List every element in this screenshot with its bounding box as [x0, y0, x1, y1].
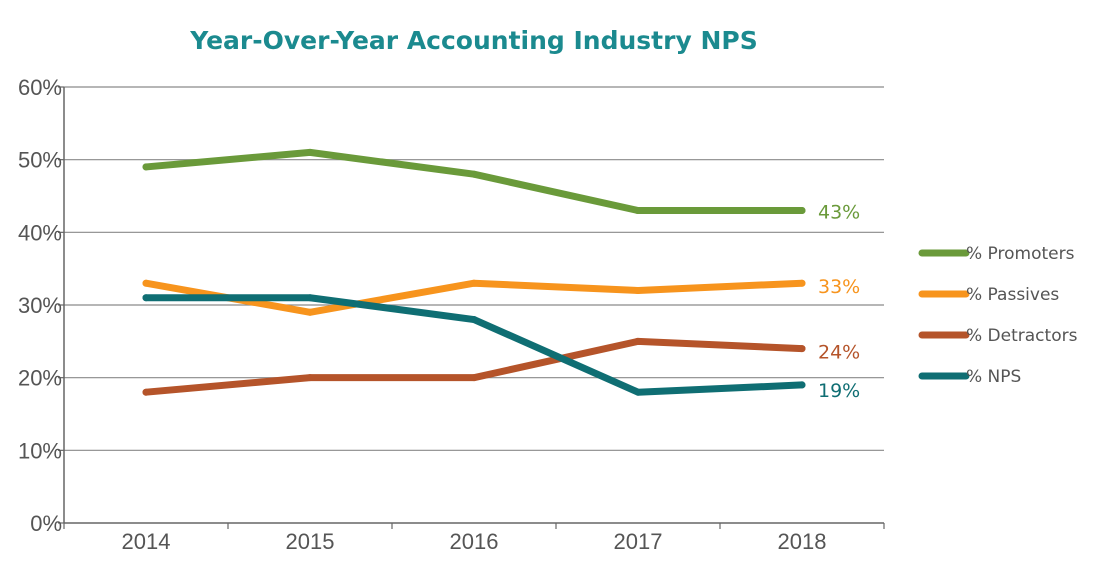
chart-title: Year-Over-Year Accounting Industry NPS	[190, 26, 758, 55]
legend-label: % Detractors	[966, 326, 1078, 346]
legend-label: % Promoters	[966, 244, 1075, 264]
grid-lines	[64, 86, 884, 524]
x-tick-label: 2018	[778, 529, 827, 554]
end-label: 43%	[818, 202, 860, 224]
legend-label: % Passives	[966, 285, 1059, 305]
data-point	[306, 374, 314, 382]
data-point	[470, 374, 478, 382]
data-point	[798, 345, 806, 353]
series-line	[142, 148, 806, 215]
end-label: 19%	[818, 380, 860, 402]
y-tick-label: 10%	[18, 438, 62, 463]
data-point	[634, 337, 642, 345]
data-point	[306, 308, 314, 316]
x-tick-label: 2016	[450, 529, 499, 554]
y-tick-label: 40%	[18, 220, 62, 245]
data-point	[142, 388, 150, 396]
data-point	[470, 316, 478, 324]
data-point	[798, 207, 806, 215]
y-tick-label: 50%	[18, 148, 62, 173]
data-point	[306, 294, 314, 302]
data-point	[798, 381, 806, 389]
end-label: 24%	[818, 342, 860, 364]
legend: % Promoters % Passives % Detractors % NPS	[918, 244, 1078, 387]
y-tick-label: 30%	[18, 293, 62, 318]
data-point	[470, 170, 478, 178]
data-point	[142, 279, 150, 287]
data-point	[634, 388, 642, 396]
data-point	[634, 207, 642, 215]
y-tick-label: 20%	[18, 366, 62, 391]
y-tick-label: 60%	[18, 75, 62, 100]
data-point	[142, 294, 150, 302]
data-point	[634, 286, 642, 294]
end-label: 33%	[818, 276, 860, 298]
y-axis: 0% 10% 20% 30% 40% 50% 60%	[18, 75, 65, 536]
data-point	[798, 279, 806, 287]
x-axis: 2014 2015 2016 2017 2018	[63, 523, 885, 554]
data-point	[306, 148, 314, 156]
x-tick-label: 2017	[614, 529, 663, 554]
end-labels: 43% 33% 24% 19%	[818, 202, 860, 402]
series-lines	[142, 148, 806, 396]
data-point	[142, 163, 150, 171]
legend-label: % NPS	[966, 367, 1021, 387]
data-point	[470, 279, 478, 287]
y-tick-label: 0%	[30, 511, 62, 536]
x-tick-label: 2014	[122, 529, 171, 554]
x-tick-label: 2015	[286, 529, 335, 554]
series-line	[142, 337, 806, 396]
